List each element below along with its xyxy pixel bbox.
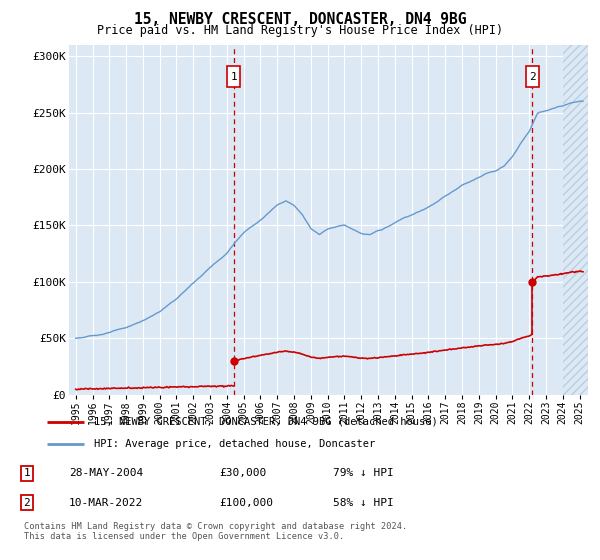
Bar: [227, 67, 240, 87]
Text: 28-MAY-2004: 28-MAY-2004: [69, 468, 143, 478]
Bar: [526, 67, 539, 87]
Bar: [563, 45, 596, 395]
Text: Price paid vs. HM Land Registry's House Price Index (HPI): Price paid vs. HM Land Registry's House …: [97, 24, 503, 37]
Text: 10-MAR-2022: 10-MAR-2022: [69, 498, 143, 508]
Text: 1: 1: [23, 468, 31, 478]
Text: 2: 2: [23, 498, 31, 508]
Text: 1: 1: [230, 72, 237, 82]
Text: 15, NEWBY CRESCENT, DONCASTER, DN4 9BG (detached house): 15, NEWBY CRESCENT, DONCASTER, DN4 9BG (…: [94, 417, 438, 427]
Text: £30,000: £30,000: [219, 468, 266, 478]
Text: 79% ↓ HPI: 79% ↓ HPI: [333, 468, 394, 478]
Text: HPI: Average price, detached house, Doncaster: HPI: Average price, detached house, Donc…: [94, 440, 376, 450]
Text: 58% ↓ HPI: 58% ↓ HPI: [333, 498, 394, 508]
Text: £100,000: £100,000: [219, 498, 273, 508]
Text: 15, NEWBY CRESCENT, DONCASTER, DN4 9BG: 15, NEWBY CRESCENT, DONCASTER, DN4 9BG: [134, 12, 466, 27]
Text: Contains HM Land Registry data © Crown copyright and database right 2024.
This d: Contains HM Land Registry data © Crown c…: [24, 522, 407, 542]
Text: 2: 2: [529, 72, 536, 82]
